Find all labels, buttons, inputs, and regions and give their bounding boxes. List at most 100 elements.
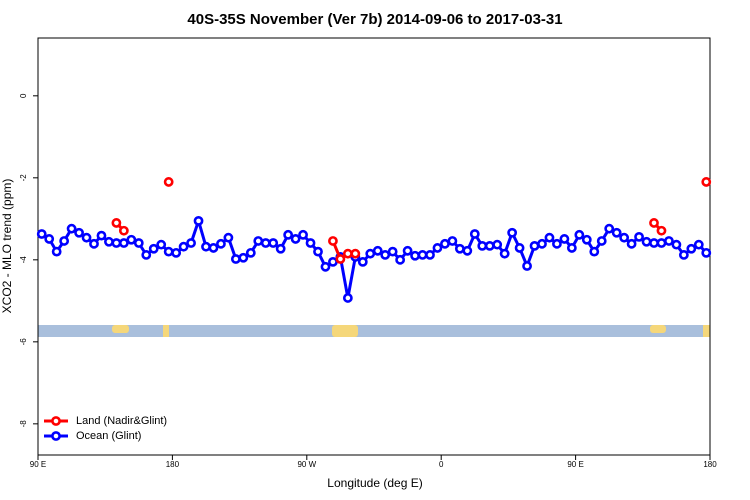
data-point [126,234,137,245]
data-point [238,252,249,263]
data-point [36,229,47,239]
data-point [245,247,256,258]
data-point [223,232,234,243]
data-point [596,236,607,246]
data-point [589,246,600,257]
data-point [649,218,659,228]
data-point [395,254,406,265]
x-tick-label: 0 [439,460,444,469]
data-point [581,234,592,245]
data-point [118,238,129,248]
data-point [477,240,488,251]
x-tick-label: 90 E [30,460,46,469]
data-point [208,243,219,253]
data-point [402,245,413,256]
ocean-strip [38,325,710,337]
data-point [357,256,368,267]
data-point [298,229,308,240]
land-patch [332,325,358,337]
data-point [342,248,353,259]
data-point [372,245,383,256]
data-point [74,227,84,238]
data-point [104,236,114,247]
data-point [447,236,458,246]
land-patch [703,325,710,337]
data-point [544,232,555,243]
data-point [201,241,211,252]
legend-marker [51,416,61,426]
data-point [574,229,585,240]
data-point [380,250,391,260]
legend-label: Land (Nadir&Glint) [76,415,167,427]
data-point [66,223,77,234]
y-tick-label: 0 [19,93,28,98]
data-point [163,246,174,257]
data-point [305,238,316,248]
data-point [522,261,532,271]
data-point [230,254,241,264]
data-point [156,239,167,250]
data-point [678,250,689,260]
data-point [469,229,480,239]
data-point [111,238,122,248]
data-point [619,232,630,243]
land-mask-strip [38,325,710,337]
data-point [320,261,331,272]
x-tick-label: 180 [166,460,180,469]
y-axis-label: XCO2 - MLO trend (ppm) [0,179,14,314]
land-patch [163,325,169,337]
y-tick-label: -4 [19,256,28,264]
data-point [81,232,92,243]
data-point [171,247,182,258]
data-point [634,231,644,242]
data-point [133,238,144,248]
data-point [328,236,338,246]
data-point [59,236,70,246]
legend-marker [51,431,61,441]
data-point [440,238,450,249]
data-point [111,218,122,228]
plot-frame [37,37,711,456]
data-point [365,248,376,259]
land-patch [650,325,666,333]
x-tick-label: 90 W [297,460,316,469]
data-point [350,248,361,259]
y-tick-label: -2 [19,174,28,182]
data-point [664,236,674,246]
data-point [492,239,503,250]
data-point [268,238,279,248]
data-point [89,238,99,249]
data-point [148,243,159,254]
legend-label: Ocean (Glint) [76,430,141,442]
data-point [529,240,540,251]
x-tick-label: 90 E [567,460,583,469]
data-point [499,248,510,259]
land-patch [112,325,129,333]
data-point [552,238,562,249]
data-point [537,238,547,249]
data-point [693,239,704,250]
data-point [626,238,637,249]
data-point [671,239,682,250]
data-point [44,234,55,244]
data-point [260,238,271,248]
data-point [193,215,204,226]
data-point [283,229,294,240]
x-axis-label: Longitude (deg E) [327,476,422,490]
chart-title: 40S-35S November (Ver 7b) 2014-09-06 to … [187,11,562,28]
data-point [484,240,495,251]
data-point [186,238,196,248]
data-point [51,246,62,257]
data-point [163,177,174,187]
data-point [141,250,152,260]
data-point [656,238,667,248]
data-point [178,241,189,252]
data-point [462,245,473,256]
data-point [604,223,615,234]
data-point [656,225,667,236]
data-point [342,293,353,303]
data-point [701,247,712,258]
data-point [514,243,525,253]
data-point [253,236,264,246]
